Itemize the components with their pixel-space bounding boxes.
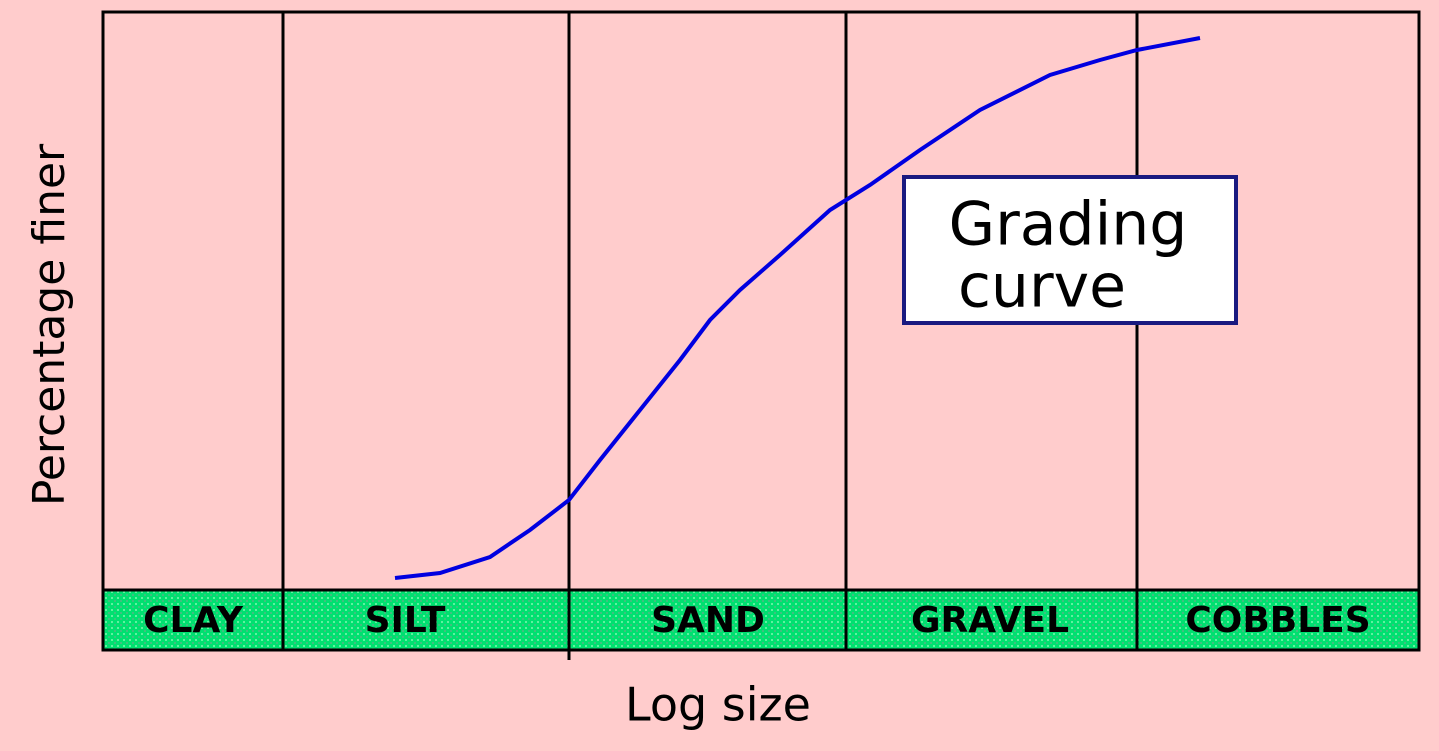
annotation-box [902,175,1238,325]
y-axis-label: Percentage finer [24,143,75,506]
band-label: GRAVEL [911,600,1069,641]
band-dividers [281,12,1139,660]
annotation-line: curve [958,252,1126,322]
grading-curve [394,36,1201,580]
annotation-line: Grading [949,190,1188,260]
x-axis-label: Log size [625,678,811,732]
plot-frame [101,10,1421,652]
band-label: SILT [365,600,446,641]
band-label: CLAY [143,600,244,641]
band-label: COBBLES [1185,600,1370,641]
band-label: SAND [651,600,765,641]
band-strip [103,590,1419,650]
